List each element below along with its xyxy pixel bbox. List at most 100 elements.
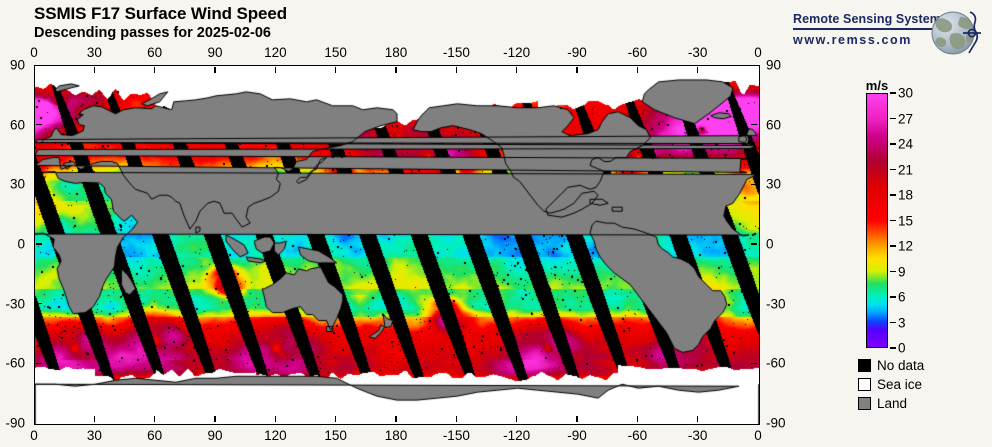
lon-tick-top	[455, 66, 458, 73]
lat-label-right: 60	[766, 117, 782, 133]
lat-label-left: 30	[9, 176, 25, 192]
lon-tick-top	[153, 66, 156, 73]
lon-tick-bottom	[515, 415, 518, 422]
lon-label-bottom: 0	[30, 428, 38, 443]
map-raster	[35, 66, 759, 424]
lon-label-top: 60	[147, 45, 163, 60]
colorbar-tick-label: 3	[898, 315, 906, 330]
lon-tick-top	[334, 66, 337, 73]
lat-label-left: 60	[9, 117, 25, 133]
lat-label-left: 0	[17, 236, 25, 252]
legend-item: Sea ice	[858, 376, 924, 393]
lat-tick-right	[750, 302, 757, 305]
lon-tick-bottom	[153, 415, 156, 422]
lon-label-bottom: 60	[147, 428, 163, 443]
colorbar-tick	[890, 194, 896, 196]
title-block: SSMIS F17 Surface Wind Speed Descending …	[34, 4, 287, 42]
colorbar-tick-label: 9	[898, 264, 906, 279]
lat-label-right: -30	[766, 296, 786, 312]
lon-label-bottom: 30	[86, 428, 102, 443]
lon-label-top: 0	[30, 45, 38, 60]
lat-label-right: 30	[766, 176, 782, 192]
legend-swatch-land	[858, 397, 871, 410]
lat-label-left: 90	[9, 57, 25, 73]
lon-tick-bottom	[636, 415, 639, 422]
legend-label-no-data: No data	[877, 358, 925, 373]
lat-tick-left	[35, 183, 42, 186]
legend-item: No data	[858, 357, 924, 374]
legend-swatch-sea-ice	[858, 378, 871, 391]
colorbar-tick-label: 6	[898, 289, 906, 305]
lon-label-bottom: 90	[207, 428, 223, 443]
page-subtitle: Descending passes for 2025-02-06	[34, 25, 271, 41]
lon-label-top: 150	[324, 45, 347, 60]
lon-tick-bottom	[696, 415, 699, 422]
lat-label-left: -30	[5, 296, 25, 312]
map-legend: No data Sea ice Land	[858, 357, 924, 414]
colorbar-tick	[890, 245, 896, 247]
page-title: SSMIS F17 Surface Wind Speed	[34, 4, 288, 23]
colorbar-tick	[890, 347, 896, 349]
colorbar-tick-label: 21	[898, 162, 914, 177]
colorbar-tick-label: 0	[898, 340, 906, 356]
colorbar-tick-label: 24	[898, 136, 914, 152]
lon-label-bottom: 120	[264, 428, 287, 443]
colorbar[interactable]	[866, 93, 888, 348]
lon-label-top: 90	[207, 45, 223, 60]
colorbar-gradient	[867, 94, 887, 347]
lon-label-top: -90	[567, 45, 587, 60]
lat-tick-left	[35, 123, 42, 126]
remss-logo: Remote Sensing Systems www.remss.com	[793, 8, 988, 58]
lon-tick-top	[576, 66, 578, 73]
lon-tick-bottom	[395, 415, 397, 422]
lon-label-top: -60	[627, 45, 648, 60]
lon-label-bottom: -150	[442, 428, 470, 443]
lon-tick-bottom	[214, 415, 216, 422]
lon-tick-top	[214, 66, 216, 73]
colorbar-tick-label: 27	[898, 111, 914, 126]
legend-label-land: Land	[877, 396, 908, 411]
lon-label-bottom: -60	[627, 428, 648, 443]
lon-label-top: -150	[442, 45, 470, 60]
lon-label-bottom: 180	[384, 428, 408, 443]
colorbar-tick	[890, 219, 896, 222]
colorbar-unit-label: m/s	[865, 78, 889, 93]
colorbar-tick	[890, 143, 896, 145]
globe-crosshair-icon	[929, 8, 983, 58]
lon-label-top: 0	[754, 45, 762, 60]
lat-label-left: -60	[5, 355, 25, 371]
lat-tick-right	[750, 123, 757, 126]
colorbar-tick	[890, 117, 896, 120]
legend-item: Land	[858, 395, 924, 412]
colorbar-tick-label: 15	[898, 213, 914, 228]
colorbar-tick	[890, 296, 896, 298]
lat-label-right: -60	[766, 355, 786, 371]
wind-speed-map[interactable]	[34, 65, 760, 425]
lon-tick-bottom	[576, 415, 578, 422]
lon-tick-bottom	[455, 415, 458, 422]
lon-tick-bottom	[274, 415, 277, 422]
colorbar-tick	[890, 321, 896, 324]
lat-tick-left	[35, 362, 42, 365]
lat-tick-right	[750, 362, 757, 365]
lon-tick-bottom	[334, 415, 337, 422]
logo-divider	[793, 28, 941, 30]
lon-label-bottom: 0	[754, 428, 762, 443]
lon-label-bottom: -30	[687, 428, 708, 443]
lon-tick-top	[515, 66, 518, 73]
lat-label-right: 90	[766, 57, 782, 73]
colorbar-tick-label: 30	[898, 85, 914, 101]
lon-label-top: 180	[384, 45, 408, 60]
lat-label-right: 0	[766, 236, 774, 252]
lon-tick-bottom	[93, 415, 96, 422]
lon-tick-top	[274, 66, 277, 73]
lon-tick-top	[636, 66, 639, 73]
lon-label-bottom: -120	[503, 428, 531, 443]
logo-company-name: Remote Sensing Systems	[793, 12, 949, 26]
lat-label-right: -90	[766, 415, 786, 431]
colorbar-tick	[890, 92, 896, 94]
lon-label-top: -30	[687, 45, 708, 60]
lat-label-left: -90	[5, 415, 25, 431]
lon-tick-top	[395, 66, 397, 73]
lon-label-top: -120	[503, 45, 531, 60]
